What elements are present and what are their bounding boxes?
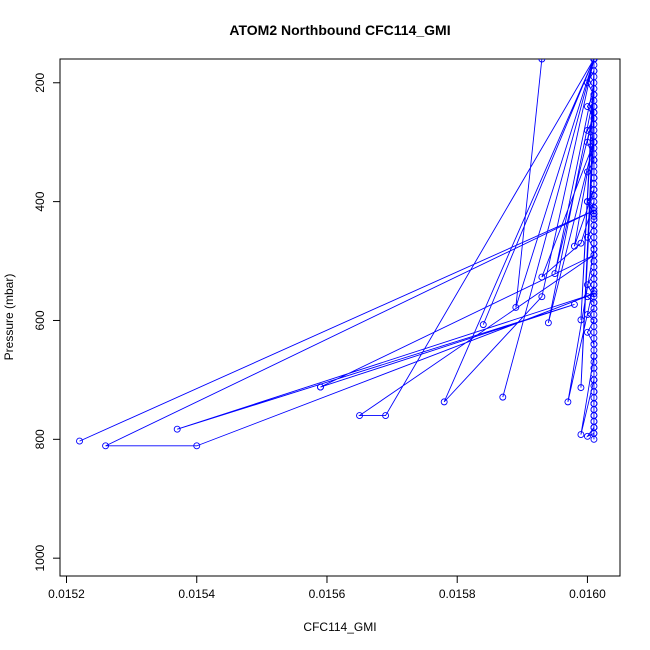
data-point xyxy=(356,412,363,419)
data-point xyxy=(590,382,598,390)
data-point xyxy=(590,103,598,110)
data-point xyxy=(479,321,487,329)
data-point xyxy=(583,432,591,440)
data-point xyxy=(76,437,83,445)
data-point xyxy=(590,311,598,318)
data-point xyxy=(590,406,598,414)
data-point xyxy=(590,334,598,342)
data-point xyxy=(590,227,598,235)
chart-title: ATOM2 Northbound CFC114_GMI xyxy=(229,22,450,38)
data-point xyxy=(583,138,591,146)
data-point xyxy=(590,126,598,134)
data-point xyxy=(590,207,598,214)
x-tick-label: 0.0156 xyxy=(309,587,346,601)
x-tick-label: 0.0160 xyxy=(569,587,606,601)
data-point xyxy=(583,328,591,336)
y-tick-label: 600 xyxy=(33,310,47,330)
y-axis: 200 400 600 800 1000 xyxy=(33,72,60,572)
data-point xyxy=(590,168,598,176)
data-point xyxy=(583,168,591,176)
data-point xyxy=(583,103,591,110)
data-point xyxy=(590,239,598,247)
data-point xyxy=(590,263,598,271)
data-point xyxy=(382,412,390,419)
data-point xyxy=(590,358,598,366)
series-line-2 xyxy=(79,59,595,447)
data-point xyxy=(590,370,598,378)
data-point xyxy=(577,431,585,439)
data-point xyxy=(544,319,552,327)
data-layer xyxy=(76,59,598,450)
data-point xyxy=(583,281,591,289)
data-point xyxy=(193,442,201,450)
x-axis-label: CFC114_GMI xyxy=(303,620,376,634)
data-point xyxy=(577,239,585,247)
data-point xyxy=(583,311,591,318)
data-point xyxy=(590,290,598,298)
data-point xyxy=(570,242,578,250)
data-point xyxy=(538,59,546,63)
x-tick-label: 0.0154 xyxy=(178,587,215,601)
data-point xyxy=(590,114,598,122)
y-tick-label: 800 xyxy=(33,429,47,449)
data-point xyxy=(551,270,559,277)
y-tick-label: 200 xyxy=(33,72,47,92)
data-point xyxy=(590,180,598,188)
data-point xyxy=(538,293,546,301)
data-point xyxy=(577,384,585,392)
data-point xyxy=(590,418,598,425)
data-point xyxy=(590,192,598,200)
data-point xyxy=(512,303,520,311)
data-point xyxy=(590,251,598,259)
data-point xyxy=(317,383,324,391)
x-axis: 0.0152 0.0154 0.0156 0.0158 0.0160 xyxy=(48,576,606,601)
data-point xyxy=(590,79,598,87)
data-point xyxy=(590,299,598,307)
data-point xyxy=(564,398,572,406)
data-point xyxy=(173,425,181,433)
data-point xyxy=(102,442,110,450)
data-point xyxy=(440,398,448,406)
data-point xyxy=(590,138,598,146)
data-point xyxy=(590,59,598,63)
y-tick-label: 400 xyxy=(33,191,47,211)
y-axis-label: Pressure (mbar) xyxy=(2,274,16,361)
data-point xyxy=(590,156,598,164)
series-line-1 xyxy=(541,59,595,440)
data-point xyxy=(590,91,598,99)
data-point xyxy=(590,346,598,354)
data-point xyxy=(499,393,507,401)
data-point xyxy=(570,300,578,308)
x-tick-label: 0.0152 xyxy=(48,587,85,601)
data-point xyxy=(590,394,598,402)
data-point xyxy=(590,322,598,330)
data-point xyxy=(583,126,591,134)
data-point xyxy=(590,215,598,223)
data-point xyxy=(583,233,591,241)
plot-frame xyxy=(59,58,621,577)
data-point xyxy=(590,275,598,283)
data-point xyxy=(577,316,585,324)
x-tick-label: 0.0158 xyxy=(439,587,476,601)
data-point xyxy=(583,198,591,206)
y-tick-label: 1000 xyxy=(33,545,47,572)
data-point xyxy=(590,429,598,437)
